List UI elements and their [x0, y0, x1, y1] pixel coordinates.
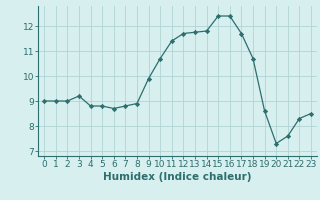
- X-axis label: Humidex (Indice chaleur): Humidex (Indice chaleur): [103, 172, 252, 182]
